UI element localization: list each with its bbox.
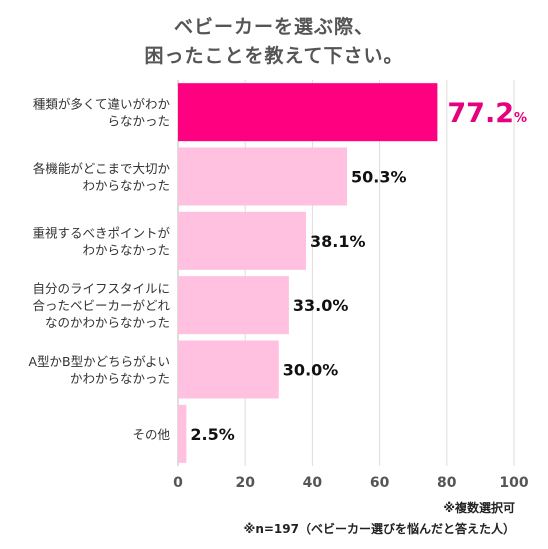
grid-layer xyxy=(177,80,515,466)
multiple-choice-note: ※複数選択可 xyxy=(443,501,515,515)
value-label-layer: 77.2% 50.3% 38.1% 33.0% 30.0% 2.5% xyxy=(190,98,527,444)
category-label: 各機能がどこまで大切か xyxy=(33,161,171,176)
category-label: 合ったベビーカーがどれ xyxy=(32,298,170,313)
category-label: なのかわからなかった xyxy=(45,315,170,330)
bar xyxy=(178,340,279,399)
category-label: A型かB型かどちらがよい xyxy=(28,354,170,369)
category-label-layer: 種類が多くて違いがわからなかった各機能がどこまで大切かわからなかった重視するべき… xyxy=(28,97,170,442)
category-label: 重視するべきポイントが xyxy=(32,225,170,240)
chart-title-line-2: 困ったことを教えて下さい。 xyxy=(144,45,404,67)
x-tick-label: 100 xyxy=(499,475,528,491)
value-label: 2.5% xyxy=(190,425,234,444)
category-label: わからなかった xyxy=(82,178,170,193)
bar xyxy=(178,83,438,142)
value-label: 50.3% xyxy=(351,168,407,187)
bar xyxy=(178,404,187,463)
category-label: らなかった xyxy=(107,114,170,129)
category-label: かわからなかった xyxy=(70,371,170,386)
x-tick-label: 20 xyxy=(235,475,255,491)
bar xyxy=(178,147,348,206)
chart-title-line-1: ベビーカーを選ぶ際、 xyxy=(173,16,374,38)
bar xyxy=(178,211,307,270)
value-label: 77.2% xyxy=(447,98,527,129)
x-tick-layer: 0 20 40 60 80 100 xyxy=(173,475,529,491)
category-label: わからなかった xyxy=(82,242,170,257)
x-tick-label: 80 xyxy=(437,475,457,491)
value-number: 77.2 xyxy=(447,98,514,129)
category-label: その他 xyxy=(132,427,170,442)
x-tick-label: 60 xyxy=(370,475,390,491)
value-label: 33.0% xyxy=(293,296,349,315)
category-label: 自分のライフスタイルに xyxy=(32,281,170,296)
sample-size-note: ※n=197（ベビーカー選びを悩んだと答えた人） xyxy=(243,522,515,536)
bar xyxy=(178,276,289,335)
value-label: 30.0% xyxy=(283,361,339,380)
bar-layer xyxy=(178,83,438,463)
value-label: 38.1% xyxy=(310,232,366,251)
x-tick-label: 0 xyxy=(173,475,183,491)
category-label: 種類が多くて違いがわか xyxy=(33,97,171,112)
value-unit: % xyxy=(514,111,527,126)
x-tick-label: 40 xyxy=(303,475,323,491)
